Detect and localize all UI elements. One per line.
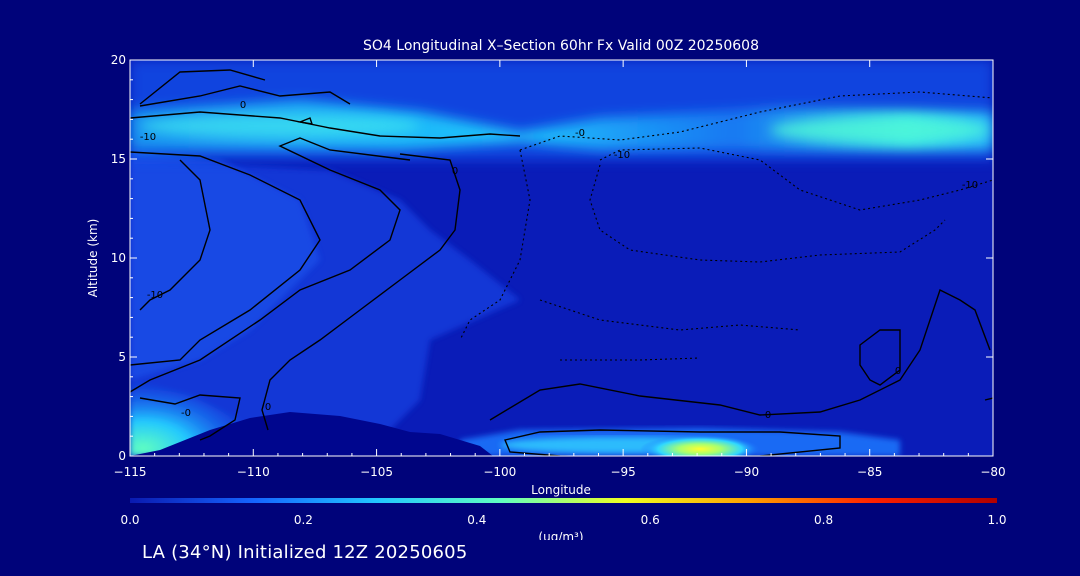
y-tick-label: 0 bbox=[118, 449, 126, 463]
colorbar-unit: (ug/m³) bbox=[538, 530, 583, 540]
y-axis: 0 5 10 15 20 bbox=[111, 53, 993, 463]
dashed-contours bbox=[459, 91, 993, 361]
contour-label: 0 bbox=[240, 100, 246, 111]
contour-label: 0 bbox=[452, 166, 458, 177]
y-axis-label: Altitude (km) bbox=[86, 219, 100, 298]
x-tick-label: −85 bbox=[857, 465, 882, 479]
x-tick-label: −115 bbox=[114, 465, 147, 479]
contour-label: -10 bbox=[140, 132, 156, 143]
contour-label: 0 bbox=[265, 402, 271, 413]
field-upper-left bbox=[140, 114, 420, 138]
y-tick-label: 15 bbox=[111, 152, 126, 166]
field-surface-max bbox=[640, 435, 760, 456]
x-tick-label: −90 bbox=[734, 465, 759, 479]
colorbar-ticks: 0.0 0.2 0.4 0.6 0.8 1.0 bbox=[120, 513, 1006, 527]
x-tick-label: −110 bbox=[237, 465, 270, 479]
contour-label: -10 bbox=[962, 180, 978, 191]
contour-label: 0 bbox=[895, 366, 901, 377]
x-tick-label: −95 bbox=[610, 465, 635, 479]
colorbar-strip bbox=[130, 498, 997, 503]
field-upper-max bbox=[770, 118, 990, 142]
concentration-field: 0 -10 -10 -0 0 0 -0 -10 -10 0 0 bbox=[130, 60, 993, 456]
footer-initialized: LA (34°N) Initialized 12Z 20250605 bbox=[142, 542, 468, 563]
contour-label: -0 bbox=[575, 128, 585, 139]
contour-lines bbox=[130, 69, 993, 456]
colorbar-tick-label: 0.8 bbox=[814, 513, 833, 527]
contour-label: -10 bbox=[147, 290, 163, 301]
y-tick-label: 5 bbox=[118, 350, 126, 364]
x-axis: −115 −110 −105 −100 −95 −90 −85 −80 bbox=[114, 60, 1006, 479]
y-tick-label: 10 bbox=[111, 251, 126, 265]
x-tick-label: −80 bbox=[980, 465, 1005, 479]
chart-title: SO4 Longitudinal X–Section 60hr Fx Valid… bbox=[363, 38, 759, 54]
colorbar-tick-label: 0.0 bbox=[120, 513, 139, 527]
colorbar-tick-label: 1.0 bbox=[987, 513, 1006, 527]
field-upper-band bbox=[130, 100, 993, 150]
contour-label: 0 bbox=[765, 410, 771, 421]
x-axis-label: Longitude bbox=[531, 483, 591, 497]
colorbar-tick-label: 0.4 bbox=[467, 513, 486, 527]
cross-section-chart: SO4 Longitudinal X–Section 60hr Fx Valid… bbox=[86, 38, 1007, 544]
colorbar-tick-label: 0.2 bbox=[294, 513, 313, 527]
field-left-column bbox=[130, 150, 320, 380]
terrain bbox=[130, 412, 493, 456]
contour-label: -10 bbox=[614, 150, 630, 161]
x-tick-label: −100 bbox=[483, 465, 516, 479]
y-tick-label: 20 bbox=[111, 53, 126, 67]
colorbar: 0.0 0.2 0.4 0.6 0.8 1.0 (ug/m³) bbox=[120, 498, 1007, 544]
contour-labels: 0 -10 -10 -0 0 0 -0 -10 -10 0 0 bbox=[140, 100, 978, 421]
contour-label: -0 bbox=[181, 408, 191, 419]
colorbar-tick-label: 0.6 bbox=[641, 513, 660, 527]
x-tick-label: −105 bbox=[360, 465, 393, 479]
